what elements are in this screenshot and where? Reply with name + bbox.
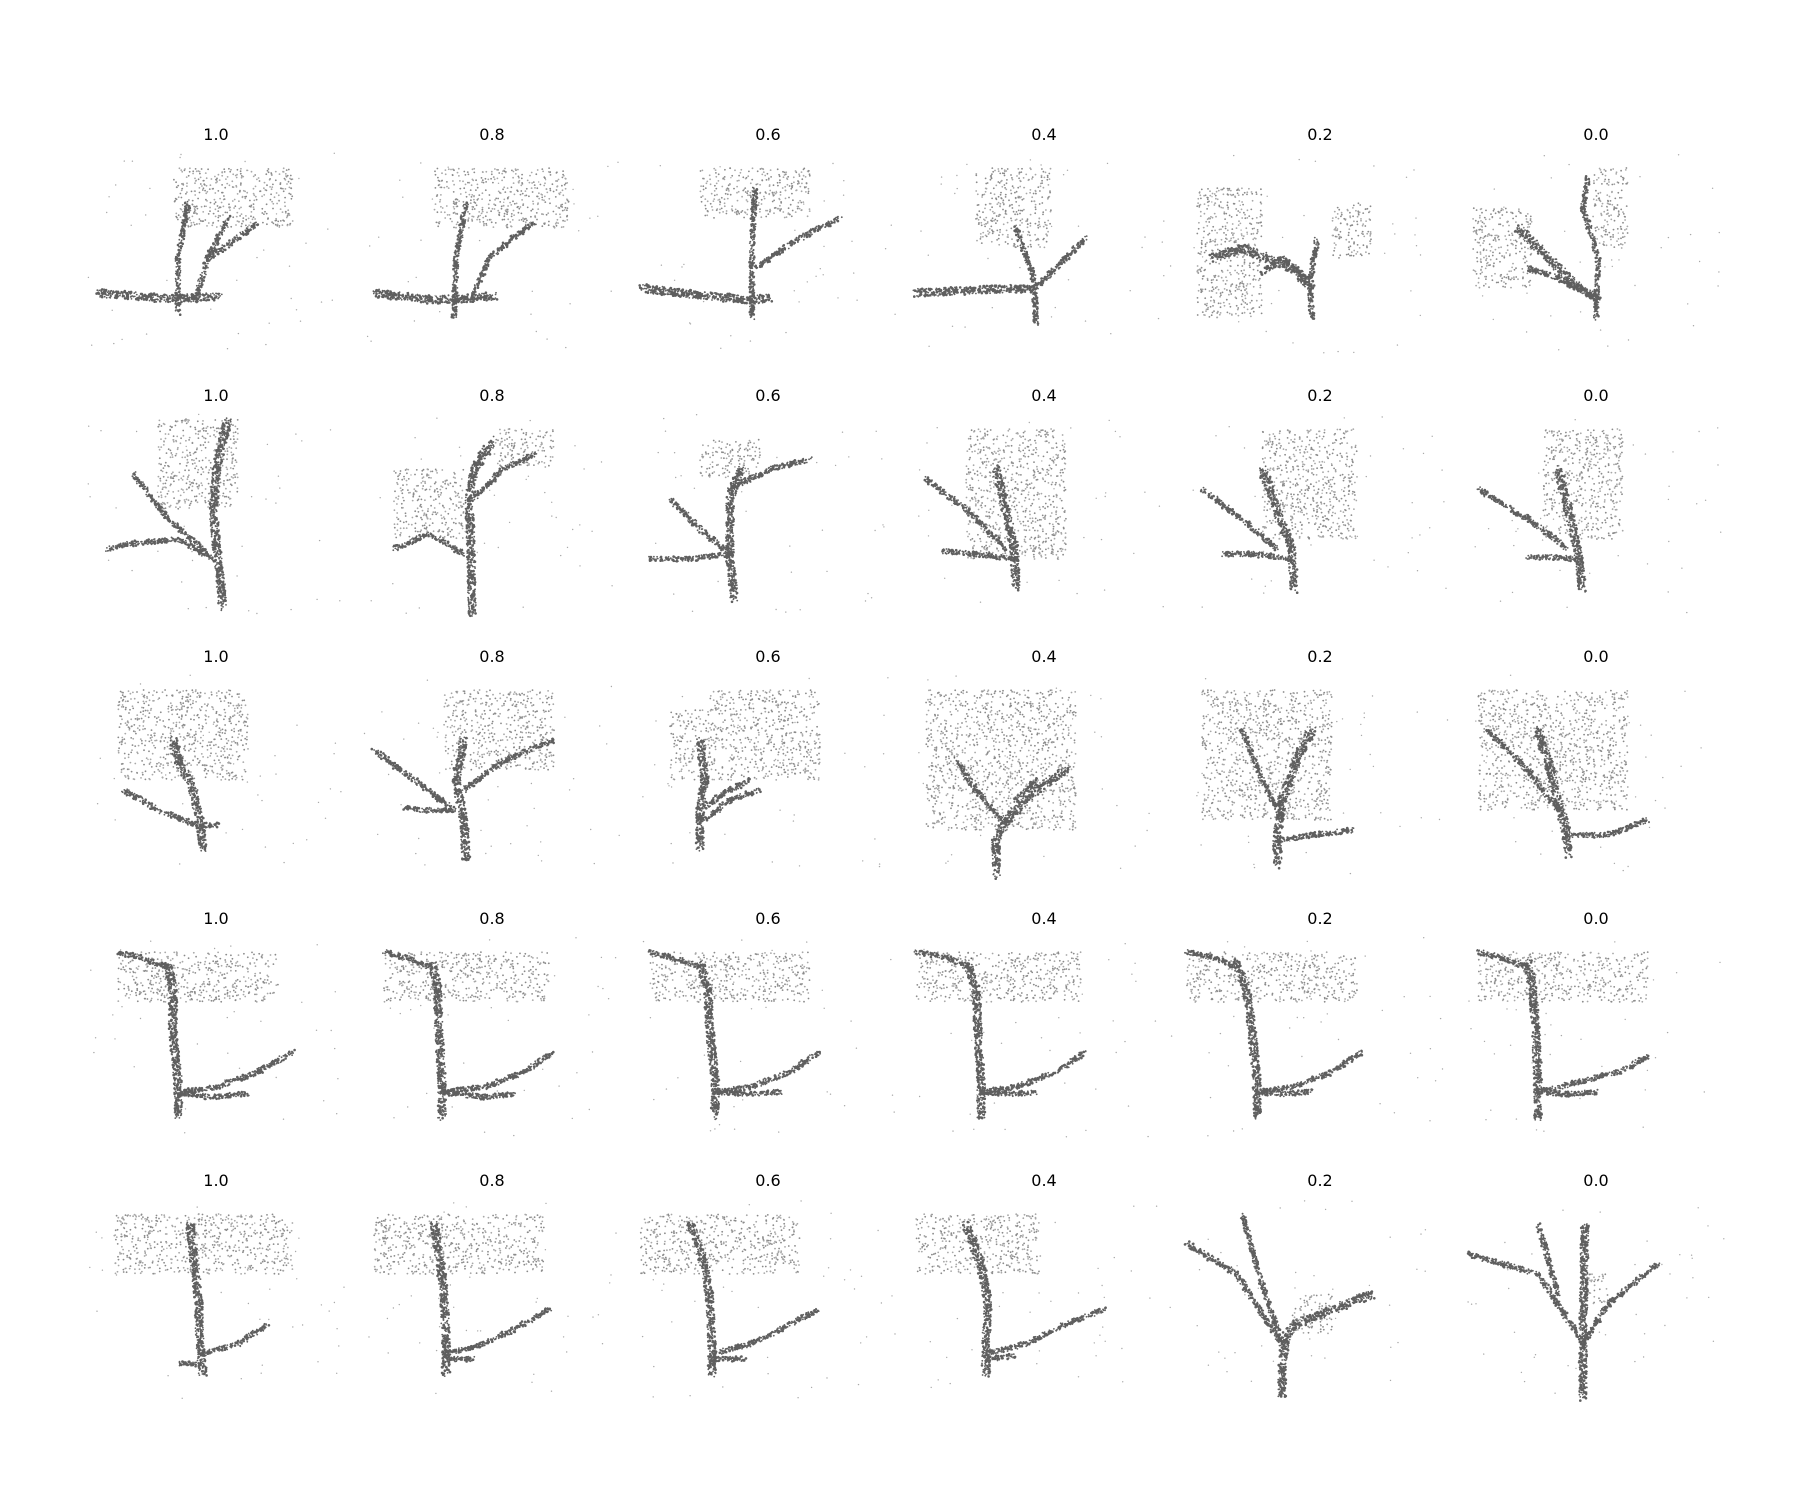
- point-cloud-panel: 0.4: [906, 1172, 1182, 1434]
- point-cloud-panel: 1.0: [78, 126, 354, 388]
- tree-point-cloud: [354, 126, 630, 388]
- panel-title: 0.6: [630, 1172, 906, 1190]
- tree-point-cloud: [630, 1172, 906, 1434]
- point-cloud-panel: 1.0: [78, 387, 354, 649]
- point-cloud-panel: 0.8: [354, 387, 630, 649]
- point-cloud-panel: 0.4: [906, 910, 1182, 1172]
- panel-title: 1.0: [78, 910, 354, 928]
- point-cloud-panel: 0.8: [354, 648, 630, 910]
- panel-title: 1.0: [78, 648, 354, 666]
- panel-title: 0.8: [354, 126, 630, 144]
- point-cloud-panel: 0.2: [1182, 387, 1458, 649]
- panel-title: 0.4: [906, 648, 1182, 666]
- panel-title: 1.0: [78, 387, 354, 405]
- panel-title: 0.0: [1458, 126, 1734, 144]
- point-cloud-panel: 0.8: [354, 1172, 630, 1434]
- point-cloud-panel: 0.0: [1458, 387, 1734, 649]
- panel-title: 0.8: [354, 1172, 630, 1190]
- point-cloud-panel: 0.6: [630, 648, 906, 910]
- panel-title: 0.2: [1182, 1172, 1458, 1190]
- tree-point-cloud: [1458, 910, 1734, 1172]
- tree-point-cloud: [1458, 648, 1734, 910]
- point-cloud-panel: 0.6: [630, 910, 906, 1172]
- panel-title: 0.0: [1458, 1172, 1734, 1190]
- panel-title: 0.0: [1458, 910, 1734, 928]
- panel-title: 0.8: [354, 910, 630, 928]
- tree-point-cloud: [78, 1172, 354, 1434]
- tree-point-cloud: [1182, 126, 1458, 388]
- tree-point-cloud: [1182, 387, 1458, 649]
- tree-point-cloud: [354, 1172, 630, 1434]
- tree-point-cloud: [906, 387, 1182, 649]
- tree-point-cloud: [78, 126, 354, 388]
- tree-point-cloud: [630, 910, 906, 1172]
- point-cloud-panel: 0.8: [354, 910, 630, 1172]
- point-cloud-panel: 1.0: [78, 910, 354, 1172]
- panel-title: 1.0: [78, 1172, 354, 1190]
- point-cloud-panel: 0.2: [1182, 126, 1458, 388]
- panel-title: 0.0: [1458, 387, 1734, 405]
- point-cloud-panel: 0.0: [1458, 910, 1734, 1172]
- tree-point-cloud: [630, 387, 906, 649]
- tree-point-cloud: [906, 126, 1182, 388]
- panel-title: 0.2: [1182, 910, 1458, 928]
- panel-title: 0.4: [906, 910, 1182, 928]
- panel-title: 0.6: [630, 126, 906, 144]
- panel-title: 0.4: [906, 1172, 1182, 1190]
- point-cloud-panel: 1.0: [78, 1172, 354, 1434]
- panel-title: 0.8: [354, 387, 630, 405]
- tree-point-cloud: [1458, 1172, 1734, 1434]
- point-cloud-panel: 0.6: [630, 387, 906, 649]
- point-cloud-panel: 0.2: [1182, 910, 1458, 1172]
- tree-point-cloud: [354, 910, 630, 1172]
- tree-point-cloud: [354, 648, 630, 910]
- tree-point-cloud: [78, 910, 354, 1172]
- point-cloud-panel: 0.0: [1458, 648, 1734, 910]
- panel-title: 0.4: [906, 387, 1182, 405]
- tree-point-cloud: [1458, 387, 1734, 649]
- tree-point-cloud: [906, 910, 1182, 1172]
- point-cloud-panel: 0.4: [906, 126, 1182, 388]
- point-cloud-panel: 0.0: [1458, 126, 1734, 388]
- panel-title: 0.2: [1182, 387, 1458, 405]
- tree-point-cloud: [906, 648, 1182, 910]
- panel-title: 1.0: [78, 126, 354, 144]
- tree-point-cloud: [1182, 1172, 1458, 1434]
- tree-point-cloud: [1458, 126, 1734, 388]
- tree-point-cloud: [78, 648, 354, 910]
- tree-point-cloud: [1182, 648, 1458, 910]
- panel-title: 0.0: [1458, 648, 1734, 666]
- point-cloud-panel: 0.4: [906, 387, 1182, 649]
- point-cloud-panel: 0.8: [354, 126, 630, 388]
- tree-point-cloud: [630, 648, 906, 910]
- panel-title: 0.2: [1182, 648, 1458, 666]
- point-cloud-panel: 0.6: [630, 1172, 906, 1434]
- point-cloud-panel: 0.6: [630, 126, 906, 388]
- point-cloud-panel: 1.0: [78, 648, 354, 910]
- panel-title: 0.6: [630, 387, 906, 405]
- point-cloud-panel: 0.4: [906, 648, 1182, 910]
- tree-point-cloud: [78, 387, 354, 649]
- tree-point-cloud: [354, 387, 630, 649]
- panel-title: 0.8: [354, 648, 630, 666]
- tree-point-cloud: [630, 126, 906, 388]
- point-cloud-panel: 0.2: [1182, 1172, 1458, 1434]
- tree-point-cloud: [1182, 910, 1458, 1172]
- panel-title: 0.2: [1182, 126, 1458, 144]
- panel-title: 0.6: [630, 910, 906, 928]
- panel-title: 0.6: [630, 648, 906, 666]
- point-cloud-panel: 0.2: [1182, 648, 1458, 910]
- tree-point-cloud: [906, 1172, 1182, 1434]
- panel-title: 0.4: [906, 126, 1182, 144]
- point-cloud-panel: 0.0: [1458, 1172, 1734, 1434]
